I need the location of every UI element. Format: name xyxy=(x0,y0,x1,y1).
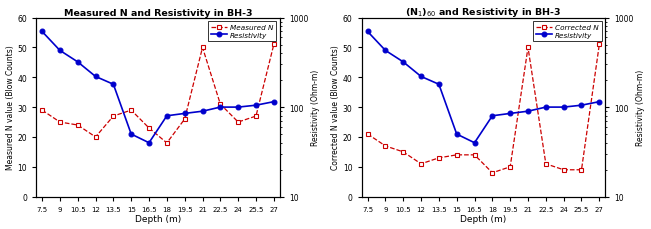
Resistivity xyxy=(199,110,206,113)
Measured N xyxy=(163,142,171,145)
Resistivity xyxy=(128,133,135,136)
Measured N xyxy=(74,124,81,127)
Corrected N xyxy=(488,172,496,174)
Corrected N xyxy=(381,145,389,148)
Corrected N xyxy=(524,47,532,49)
Corrected N xyxy=(453,154,461,157)
X-axis label: Depth (m): Depth (m) xyxy=(135,215,181,224)
Y-axis label: Resistivity (Ohm-m): Resistivity (Ohm-m) xyxy=(311,70,320,146)
Measured N xyxy=(270,44,278,46)
Measured N xyxy=(92,136,100,139)
Measured N xyxy=(216,103,224,106)
Measured N xyxy=(199,47,206,49)
Resistivity xyxy=(488,115,496,118)
Line: Corrected N: Corrected N xyxy=(365,43,602,175)
Resistivity xyxy=(435,84,443,86)
Corrected N xyxy=(471,154,478,157)
Y-axis label: Resistivity (Ohm-m): Resistivity (Ohm-m) xyxy=(637,70,645,146)
Measured N xyxy=(56,121,64,124)
Resistivity xyxy=(381,50,389,52)
Corrected N xyxy=(435,157,443,160)
Corrected N xyxy=(542,163,549,166)
Resistivity xyxy=(163,115,171,118)
Resistivity xyxy=(542,106,549,109)
X-axis label: Depth (m): Depth (m) xyxy=(460,215,506,224)
Resistivity xyxy=(524,110,532,113)
Measured N xyxy=(145,127,153,130)
Resistivity xyxy=(109,84,117,86)
Resistivity xyxy=(74,61,81,64)
Resistivity xyxy=(399,61,407,64)
Measured N xyxy=(109,115,117,118)
Resistivity xyxy=(181,112,189,115)
Legend: Corrected N, Resistivity: Corrected N, Resistivity xyxy=(533,22,602,42)
Measured N xyxy=(252,115,260,118)
Resistivity xyxy=(364,31,372,34)
Y-axis label: Corrected N value (Blow Counts): Corrected N value (Blow Counts) xyxy=(331,46,340,170)
Measured N xyxy=(128,109,135,112)
Measured N xyxy=(181,118,189,121)
Resistivity xyxy=(38,31,46,34)
Resistivity xyxy=(453,133,461,136)
Resistivity xyxy=(506,112,514,115)
Measured N xyxy=(234,121,242,124)
Measured N xyxy=(38,109,46,112)
Corrected N xyxy=(399,151,407,154)
Resistivity xyxy=(56,50,64,52)
Resistivity xyxy=(252,104,260,107)
Resistivity xyxy=(417,76,425,79)
Resistivity xyxy=(216,106,224,109)
Line: Resistivity: Resistivity xyxy=(365,30,602,145)
Corrected N xyxy=(596,44,603,46)
Legend: Measured N, Resistivity: Measured N, Resistivity xyxy=(208,22,276,42)
Y-axis label: Measured N value (Blow Counts): Measured N value (Blow Counts) xyxy=(6,46,14,170)
Corrected N xyxy=(506,166,514,169)
Corrected N xyxy=(560,169,568,172)
Resistivity xyxy=(145,142,153,144)
Resistivity xyxy=(471,142,478,144)
Corrected N xyxy=(364,133,372,136)
Resistivity xyxy=(560,106,568,109)
Title: Measured N and Resistivity in BH-3: Measured N and Resistivity in BH-3 xyxy=(64,9,252,18)
Resistivity xyxy=(234,106,242,109)
Line: Measured N: Measured N xyxy=(40,43,276,145)
Resistivity xyxy=(92,76,100,79)
Resistivity xyxy=(596,101,603,104)
Corrected N xyxy=(417,163,425,166)
Corrected N xyxy=(577,169,585,172)
Line: Resistivity: Resistivity xyxy=(40,30,276,145)
Resistivity xyxy=(577,104,585,107)
Resistivity xyxy=(270,101,278,104)
Title: (N$_1$)$_{60}$ and Resistivity in BH-3: (N$_1$)$_{60}$ and Resistivity in BH-3 xyxy=(405,5,562,19)
